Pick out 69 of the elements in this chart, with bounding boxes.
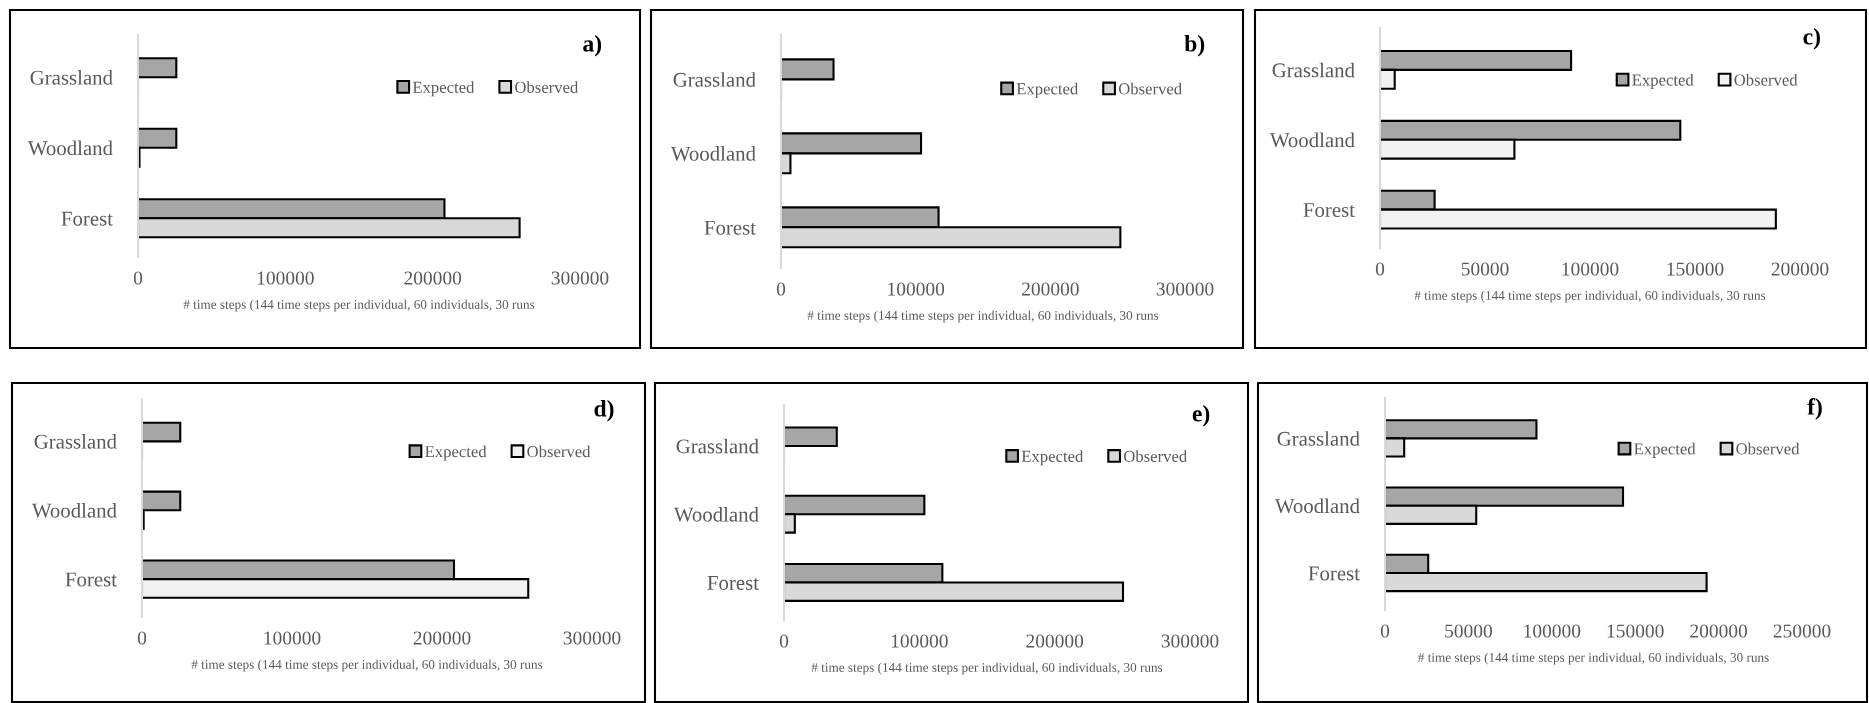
y-tick-label: Forest xyxy=(707,576,759,590)
x-tick-label: 100000 xyxy=(888,282,945,296)
x-tick-label: 50000 xyxy=(1461,262,1509,276)
x-tick-label: 300000 xyxy=(551,271,609,285)
y-tick-label: Forest xyxy=(1308,566,1360,581)
x-tick-label: 200000 xyxy=(404,271,462,285)
x-axis-title: # time steps (144 time steps per individual, 60 individuals, 30 runs xyxy=(1414,290,1766,303)
x-tick-label: 100000 xyxy=(1524,624,1581,638)
y-tick-label: Woodland xyxy=(1269,132,1355,148)
chart-title: d) xyxy=(594,400,614,422)
x-tick-label: 200000 xyxy=(1026,634,1084,648)
chart-title: b) xyxy=(1184,35,1205,57)
y-tick-label: Grassland xyxy=(673,72,756,87)
y-tick-label: Forest xyxy=(65,572,117,587)
legend-label: Observed xyxy=(515,81,579,93)
x-tick-label: 0 xyxy=(1380,624,1390,638)
x-tick-label: 300000 xyxy=(563,631,621,645)
x-tick-label: 0 xyxy=(137,631,147,645)
x-axis-title: # time steps (144 time steps per individual, 60 individuals, 30 runs xyxy=(191,659,543,672)
y-tick-label: Woodland xyxy=(673,506,759,522)
x-tick-label: 0 xyxy=(133,271,143,285)
chart-title: c) xyxy=(1803,28,1820,50)
x-tick-label: 0 xyxy=(1375,262,1385,276)
legend-label: Expected xyxy=(1634,442,1696,458)
y-tick-label: Forest xyxy=(704,220,756,235)
y-tick-label: Forest xyxy=(61,211,113,226)
x-tick-label: 200000 xyxy=(413,631,471,645)
legend-label: Expected xyxy=(1016,82,1079,98)
x-axis-title: # time steps (144 time steps per individual, 60 individuals, 30 runs xyxy=(1418,652,1769,665)
y-tick-label: Grassland xyxy=(30,70,113,85)
x-tick-label: 0 xyxy=(776,282,786,296)
y-tick-label: Grassland xyxy=(676,438,759,454)
x-tick-label: 100000 xyxy=(891,634,948,648)
x-tick-label: 100000 xyxy=(257,271,314,285)
legend-label: Observed xyxy=(527,445,591,458)
y-tick-label: Woodland xyxy=(31,502,117,518)
y-tick-label: Grassland xyxy=(1277,431,1360,446)
x-tick-label: 250000 xyxy=(1773,624,1831,638)
x-tick-label: 300000 xyxy=(1156,282,1214,296)
y-tick-label: Woodland xyxy=(1274,498,1360,514)
x-tick-label: 200000 xyxy=(1771,262,1829,276)
y-tick-label: Forest xyxy=(1303,203,1355,218)
x-tick-label: 100000 xyxy=(1562,262,1619,276)
x-tick-label: 150000 xyxy=(1607,624,1664,638)
x-axis-title: # time steps (144 time steps per individual, 60 individuals, 30 runs xyxy=(807,310,1159,323)
x-tick-label: 200000 xyxy=(1022,282,1079,296)
x-tick-label: 50000 xyxy=(1445,624,1492,638)
legend-label: Observed xyxy=(1118,82,1182,95)
legend-label: Observed xyxy=(1123,450,1187,462)
x-tick-label: 100000 xyxy=(264,631,321,645)
x-tick-label: 300000 xyxy=(1161,634,1219,648)
chart-title: e) xyxy=(1192,405,1210,427)
chart-title: a) xyxy=(583,35,602,57)
chart-title: f) xyxy=(1807,398,1822,420)
legend-label: Expected xyxy=(412,81,475,97)
legend-label: Expected xyxy=(1021,450,1084,466)
legend-label: Expected xyxy=(425,445,487,461)
x-tick-label: 200000 xyxy=(1690,624,1748,638)
legend-label: Observed xyxy=(1736,442,1800,455)
legend-label: Observed xyxy=(1734,73,1798,86)
y-tick-label: Grassland xyxy=(1272,62,1355,78)
x-axis-title: # time steps (144 time steps per individual, 60 individuals, 30 runs xyxy=(183,299,535,312)
y-tick-label: Woodland xyxy=(670,146,756,161)
x-tick-label: 0 xyxy=(779,634,789,648)
legend-label: Expected xyxy=(1632,73,1694,90)
x-tick-label: 150000 xyxy=(1667,262,1724,276)
y-tick-label: Grassland xyxy=(34,434,117,449)
x-axis-title: # time steps (144 time steps per individual, 60 individuals, 30 runs xyxy=(811,662,1163,675)
y-tick-label: Woodland xyxy=(27,140,113,156)
